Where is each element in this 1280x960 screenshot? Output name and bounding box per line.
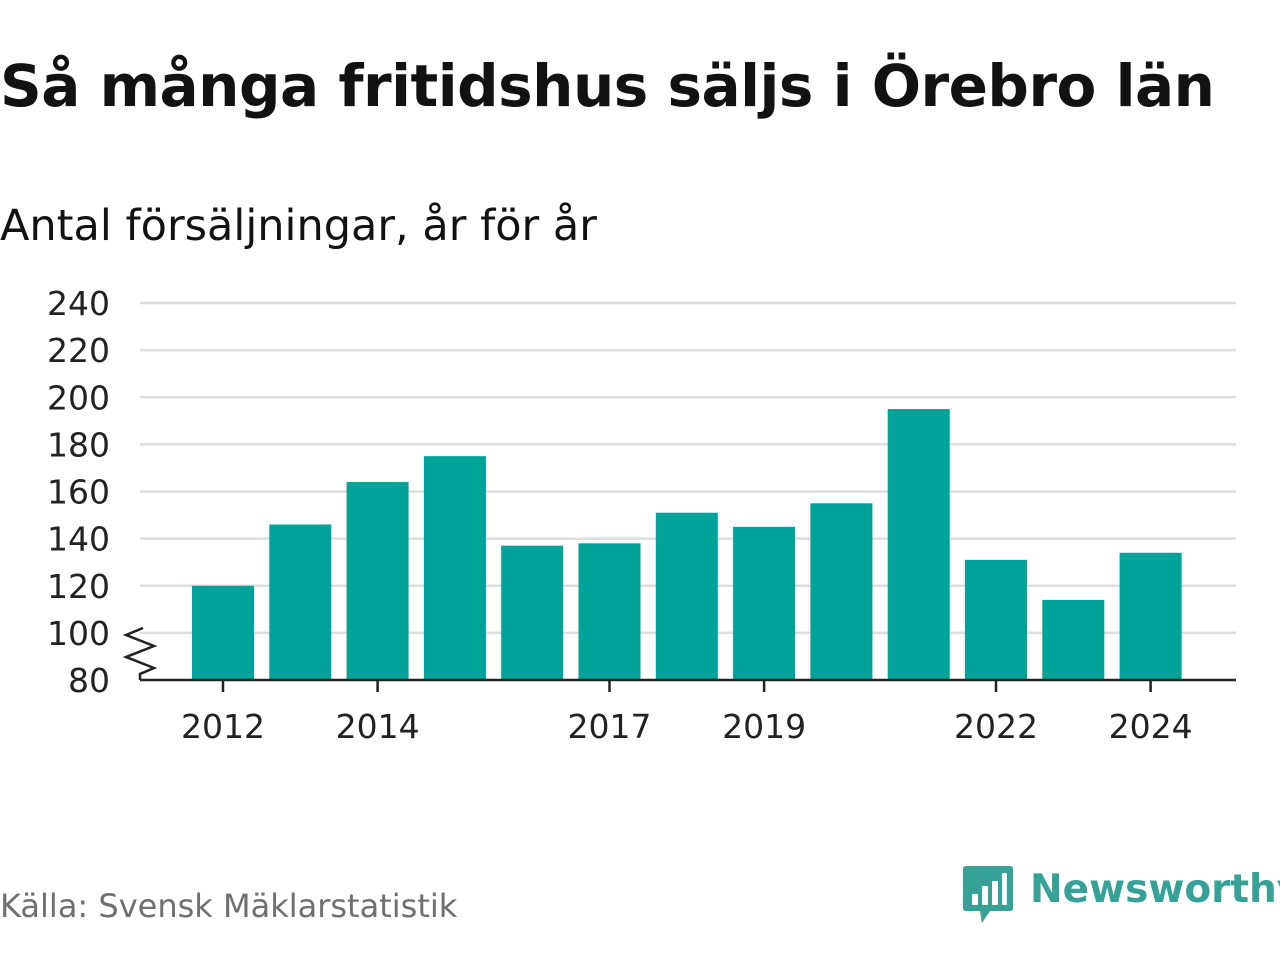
y-tick-label: 160: [47, 473, 110, 512]
bars: [192, 409, 1182, 680]
y-tick-label: 240: [47, 284, 110, 323]
bar-2022: [965, 559, 1027, 680]
axis-break-icon: [122, 626, 158, 680]
x-axis: [122, 626, 1236, 682]
bar-2013: [269, 524, 332, 680]
bar-2024: [1119, 552, 1182, 680]
y-tick-label: 200: [47, 378, 110, 417]
bar-2018: [655, 512, 718, 680]
y-tick-label: 180: [47, 425, 110, 464]
y-tick-label: 100: [47, 614, 110, 653]
chart-subtitle: Antal försäljningar, år för år: [0, 201, 597, 251]
brand-name: Newsworthy: [1030, 867, 1280, 912]
bar-2017: [578, 543, 641, 680]
bar-2016: [501, 545, 564, 680]
y-tick-label: 80: [68, 661, 110, 700]
bar-2021: [887, 409, 950, 680]
chart-title: Så många fritidshus säljs i Örebro län: [0, 52, 1215, 120]
x-tick-label: 2017: [568, 707, 652, 746]
newsworthy-logo-icon: [963, 866, 1013, 923]
bar-2015: [423, 456, 486, 680]
bar-2012: [192, 585, 254, 680]
source-note: Källa: Svensk Mäklarstatistik: [0, 887, 458, 925]
x-tick-label: 2012: [181, 707, 265, 746]
x-tick-label: 2024: [1109, 707, 1193, 746]
y-tick-label: 220: [47, 331, 110, 370]
x-axis-ticks: 2012 2014 2017 2019 2022 2024: [181, 680, 1193, 746]
x-tick-label: 2019: [722, 707, 806, 746]
y-tick-label: 140: [47, 520, 110, 559]
x-tick-label: 2022: [954, 707, 1038, 746]
newsworthy-brand: Newsworthy: [962, 864, 1280, 928]
bar-2014: [346, 482, 409, 680]
y-axis-ticks: 80 100 120 140 160 180 200 220 240: [47, 284, 110, 700]
x-tick-label: 2014: [336, 707, 420, 746]
y-tick-label: 120: [47, 567, 110, 606]
bar-2020: [810, 503, 873, 680]
bar-2023: [1042, 599, 1105, 680]
bar-2019: [733, 526, 796, 680]
